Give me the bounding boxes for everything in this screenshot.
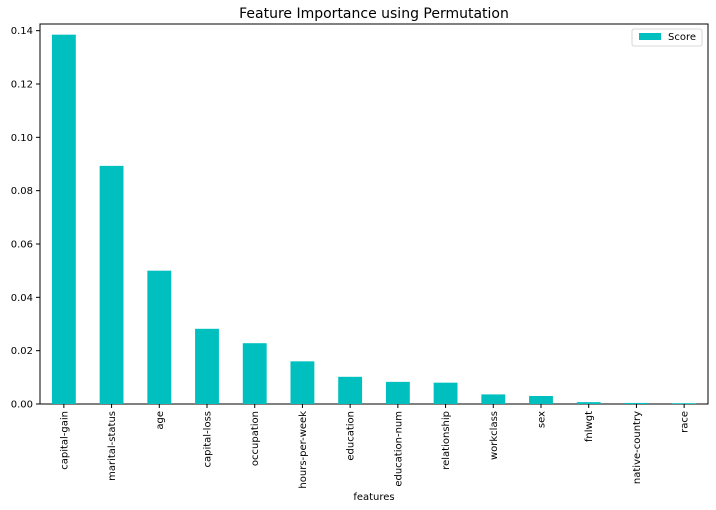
x-tick-label: hours-per-week xyxy=(298,411,309,489)
bar-workclass xyxy=(481,394,506,404)
bar-race xyxy=(672,403,697,404)
x-tick-label: relationship xyxy=(441,411,452,470)
bar-fnlwgt xyxy=(576,402,601,404)
bar-native-country xyxy=(624,402,649,404)
bar-education-num xyxy=(385,381,410,404)
x-tick-label: native-country xyxy=(632,411,643,484)
plot-frame xyxy=(39,23,709,405)
bar-capital-loss xyxy=(195,328,219,404)
y-tick-label: 0.12 xyxy=(11,80,33,91)
x-tick-label: education xyxy=(346,411,357,461)
x-tick-label: sex xyxy=(537,411,548,428)
x-tick-label: age xyxy=(155,411,166,430)
y-tick-label: 0.00 xyxy=(11,400,33,411)
x-tick-label: fnlwgt xyxy=(584,411,595,442)
bars-group xyxy=(51,34,697,405)
x-tick-label: workclass xyxy=(489,411,500,460)
legend-label: Score xyxy=(668,32,696,43)
x-tick-label: race xyxy=(680,411,691,433)
y-tick-label: 0.14 xyxy=(11,26,33,37)
legend-swatch xyxy=(639,33,661,40)
bar-hours-per-week xyxy=(290,361,315,404)
plot-area: 0.00 0.02 0.04 0.06 0.08 0.10 0.12 0.14 capital… xyxy=(11,23,709,489)
y-tick-label: 0.08 xyxy=(11,186,33,197)
bar-sex xyxy=(529,396,553,404)
bar-age xyxy=(147,270,172,404)
y-axis: 0.00 0.02 0.04 0.06 0.08 0.10 0.12 0.14 xyxy=(11,26,40,411)
y-tick-label: 0.02 xyxy=(11,346,33,357)
bar-education xyxy=(338,376,363,404)
bar-capital-gain xyxy=(51,34,76,405)
x-axis: capital-gain marital-status age capital-los… xyxy=(59,404,691,489)
x-axis-label: features xyxy=(353,492,394,503)
legend: Score xyxy=(631,28,703,47)
bar-marital-status xyxy=(99,165,124,404)
bar-relationship xyxy=(433,382,458,404)
x-tick-label: capital-gain xyxy=(59,411,70,470)
bar-occupation xyxy=(242,343,267,404)
y-tick-label: 0.04 xyxy=(11,293,33,304)
x-tick-label: capital-loss xyxy=(203,411,214,468)
x-tick-label: education-num xyxy=(393,411,404,487)
y-tick-label: 0.10 xyxy=(11,133,33,144)
x-tick-label: marital-status xyxy=(107,411,118,481)
y-tick-label: 0.06 xyxy=(11,240,33,251)
x-tick-label: occupation xyxy=(250,411,261,466)
chart-title: Feature Importance using Permutation xyxy=(239,6,509,22)
